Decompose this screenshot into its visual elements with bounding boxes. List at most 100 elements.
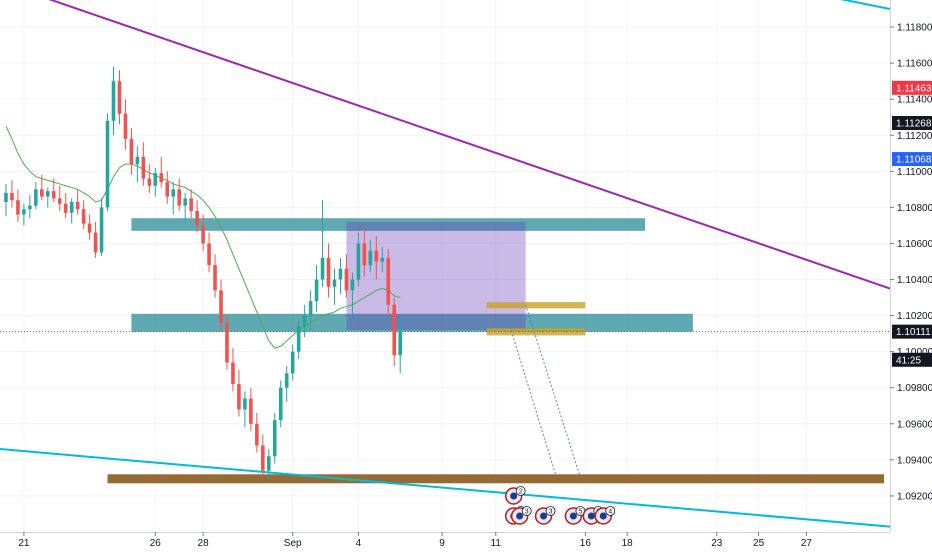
candle-body <box>147 178 152 186</box>
price-tag <box>892 115 932 130</box>
time-axis-panel <box>0 532 932 550</box>
candle-body <box>93 232 98 253</box>
y-tick-label: 1.10200 <box>897 311 932 322</box>
event-marker: 3 <box>510 506 532 525</box>
candle-body <box>362 243 367 266</box>
candle-body <box>4 192 8 202</box>
candle-body <box>249 398 253 424</box>
event-count: 3 <box>549 509 553 516</box>
candle-body <box>57 198 62 204</box>
event-marker: 3 <box>534 506 556 525</box>
price-tag-label: 1.11463 <box>896 83 932 94</box>
candle-body <box>314 279 319 302</box>
candle-body <box>374 250 379 262</box>
candle-body <box>51 191 56 199</box>
event-count: 4 <box>608 509 612 516</box>
range-box <box>346 221 526 331</box>
candle-body <box>332 279 337 287</box>
event-flag-dot <box>599 512 607 520</box>
candle-body <box>141 156 146 179</box>
candle-body <box>159 173 164 183</box>
candle-body <box>165 182 170 197</box>
x-tick-label: 28 <box>198 538 210 549</box>
x-tick-label: Sep <box>284 538 302 549</box>
event-count-badge <box>605 506 616 516</box>
candle-body <box>320 257 325 280</box>
candle-body <box>278 387 283 421</box>
top-channel-line <box>840 0 891 10</box>
price-tag <box>892 352 932 367</box>
candle-body <box>368 250 373 266</box>
price-tag-label: 1.11268 <box>896 118 932 129</box>
candle-body <box>189 198 193 211</box>
y-tick-label: 1.11200 <box>897 131 932 142</box>
candle-body <box>344 268 349 291</box>
candle-body <box>34 189 38 206</box>
candle-body <box>207 243 211 266</box>
candle-body <box>129 138 134 165</box>
event-flag-dot <box>516 512 524 520</box>
candle-body <box>356 243 361 280</box>
price-tag-label: 1.11068 <box>896 155 932 166</box>
candle-body <box>117 81 122 114</box>
candle-body <box>237 384 241 410</box>
candle-body <box>231 362 235 385</box>
event-count: 5 <box>578 509 582 516</box>
candle-body <box>40 189 44 197</box>
candles <box>4 66 402 480</box>
candle-body <box>255 423 259 446</box>
candle-body <box>338 268 343 280</box>
event-marker: 4 <box>594 506 616 525</box>
candle-body <box>213 265 217 291</box>
candle-body <box>392 304 397 356</box>
candle-body <box>183 198 187 206</box>
x-tick-label: 16 <box>580 538 592 549</box>
y-tick-label: 1.09200 <box>897 491 932 502</box>
projection-path-1 <box>507 319 556 475</box>
event-marker: 2 <box>504 486 526 505</box>
projection-path-2 <box>525 304 580 475</box>
x-tick-label: 11 <box>491 538 502 549</box>
candle-body <box>171 189 176 197</box>
y-tick-label: 1.09800 <box>897 383 932 394</box>
y-tick-label: 1.10400 <box>897 275 932 286</box>
x-tick-label: 21 <box>18 538 30 549</box>
candle-body <box>284 373 289 388</box>
y-tick-label: 1.10600 <box>897 239 932 250</box>
candle-body <box>302 315 307 327</box>
price-tag <box>892 80 932 95</box>
target-box-lower <box>486 328 586 336</box>
candle-body <box>272 420 277 457</box>
candle-body <box>243 398 247 410</box>
y-tick-label: 1.10000 <box>897 347 932 358</box>
demand-zone <box>107 474 885 484</box>
event-count: 3 <box>525 509 529 516</box>
candle-body <box>267 456 271 471</box>
x-tick-label: 9 <box>439 538 445 549</box>
candle-body <box>69 201 74 213</box>
y-tick-label: 1.11600 <box>897 59 932 70</box>
candle-body <box>123 113 128 139</box>
candle-body <box>16 200 20 215</box>
candle-body <box>350 279 355 291</box>
candle-body <box>290 351 295 374</box>
event-count-badge <box>515 486 526 496</box>
lower-trendline <box>0 448 891 528</box>
upper-trendline <box>48 0 891 290</box>
price-tag <box>892 152 932 167</box>
candle-body <box>201 225 205 244</box>
y-tick-label: 1.11400 <box>897 95 932 106</box>
candle-body <box>81 209 86 224</box>
event-marker: 5 <box>564 506 586 525</box>
candle-body <box>177 189 181 206</box>
moving-average-line <box>5 126 401 349</box>
candle-body <box>75 201 80 210</box>
candle-body <box>87 223 92 233</box>
candle-body <box>105 120 110 208</box>
y-tick-label: 1.10800 <box>897 203 932 214</box>
price-tag <box>892 324 932 339</box>
target-box-upper <box>486 302 586 309</box>
resistance-zone <box>131 218 646 231</box>
